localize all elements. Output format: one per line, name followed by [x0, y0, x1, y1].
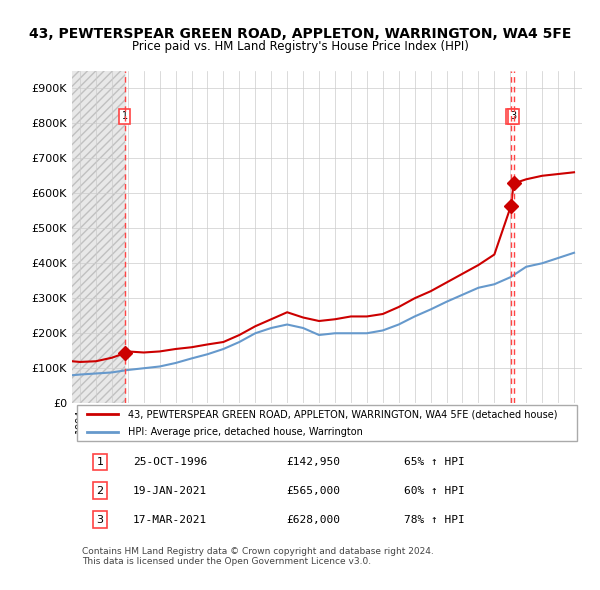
Text: 17-MAR-2021: 17-MAR-2021: [133, 514, 208, 525]
Text: 2: 2: [97, 486, 104, 496]
Text: 78% ↑ HPI: 78% ↑ HPI: [404, 514, 464, 525]
Text: 43, PEWTERSPEAR GREEN ROAD, APPLETON, WARRINGTON, WA4 5FE: 43, PEWTERSPEAR GREEN ROAD, APPLETON, WA…: [29, 27, 571, 41]
Text: 1: 1: [122, 112, 128, 122]
Text: 65% ↑ HPI: 65% ↑ HPI: [404, 457, 464, 467]
Text: 60% ↑ HPI: 60% ↑ HPI: [404, 486, 464, 496]
Bar: [72, 71, 125, 403]
Text: 2: 2: [508, 112, 514, 122]
Text: 43, PEWTERSPEAR GREEN ROAD, APPLETON, WARRINGTON, WA4 5FE (detached house): 43, PEWTERSPEAR GREEN ROAD, APPLETON, WA…: [128, 409, 557, 419]
Text: Price paid vs. HM Land Registry's House Price Index (HPI): Price paid vs. HM Land Registry's House …: [131, 40, 469, 53]
Bar: [72, 71, 125, 403]
Text: £142,950: £142,950: [286, 457, 340, 467]
Text: 1: 1: [97, 457, 104, 467]
Text: 3: 3: [511, 112, 517, 122]
FancyBboxPatch shape: [77, 405, 577, 441]
Text: Contains HM Land Registry data © Crown copyright and database right 2024.
This d: Contains HM Land Registry data © Crown c…: [82, 547, 434, 566]
Text: £628,000: £628,000: [286, 514, 340, 525]
Text: £565,000: £565,000: [286, 486, 340, 496]
Text: 19-JAN-2021: 19-JAN-2021: [133, 486, 208, 496]
Text: 3: 3: [97, 514, 104, 525]
Text: 25-OCT-1996: 25-OCT-1996: [133, 457, 208, 467]
Text: HPI: Average price, detached house, Warrington: HPI: Average price, detached house, Warr…: [128, 427, 363, 437]
